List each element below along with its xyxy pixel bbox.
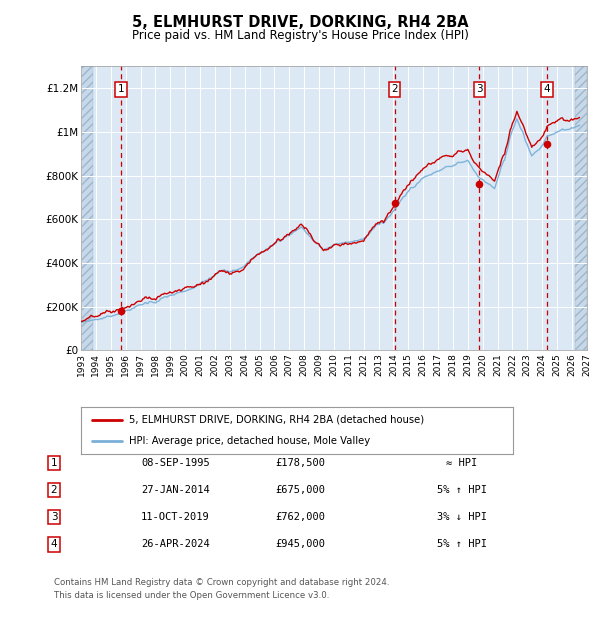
Text: 3: 3 <box>476 84 483 94</box>
Text: 08-SEP-1995: 08-SEP-1995 <box>141 458 210 468</box>
Text: 1: 1 <box>50 458 58 468</box>
Text: £945,000: £945,000 <box>275 539 325 549</box>
Text: 1: 1 <box>118 84 124 94</box>
Text: This data is licensed under the Open Government Licence v3.0.: This data is licensed under the Open Gov… <box>54 591 329 600</box>
Text: 3% ↓ HPI: 3% ↓ HPI <box>437 512 487 522</box>
Text: 11-OCT-2019: 11-OCT-2019 <box>141 512 210 522</box>
Text: £178,500: £178,500 <box>275 458 325 468</box>
Text: 5, ELMHURST DRIVE, DORKING, RH4 2BA (detached house): 5, ELMHURST DRIVE, DORKING, RH4 2BA (det… <box>128 415 424 425</box>
Bar <box>81 66 93 350</box>
Bar <box>575 66 587 350</box>
Text: 4: 4 <box>50 539 58 549</box>
Text: 26-APR-2024: 26-APR-2024 <box>141 539 210 549</box>
Text: 3: 3 <box>50 512 58 522</box>
Bar <box>81 66 93 350</box>
Text: 2: 2 <box>391 84 398 94</box>
Text: 2: 2 <box>50 485 58 495</box>
Text: 5% ↑ HPI: 5% ↑ HPI <box>437 539 487 549</box>
Text: 5% ↑ HPI: 5% ↑ HPI <box>437 485 487 495</box>
Text: HPI: Average price, detached house, Mole Valley: HPI: Average price, detached house, Mole… <box>128 436 370 446</box>
Text: Price paid vs. HM Land Registry's House Price Index (HPI): Price paid vs. HM Land Registry's House … <box>131 30 469 42</box>
Text: £762,000: £762,000 <box>275 512 325 522</box>
Text: ≈ HPI: ≈ HPI <box>446 458 478 468</box>
Text: 4: 4 <box>544 84 550 94</box>
Bar <box>575 66 587 350</box>
Text: 5, ELMHURST DRIVE, DORKING, RH4 2BA: 5, ELMHURST DRIVE, DORKING, RH4 2BA <box>131 15 469 30</box>
Text: £675,000: £675,000 <box>275 485 325 495</box>
Text: Contains HM Land Registry data © Crown copyright and database right 2024.: Contains HM Land Registry data © Crown c… <box>54 578 389 587</box>
Text: 27-JAN-2014: 27-JAN-2014 <box>141 485 210 495</box>
